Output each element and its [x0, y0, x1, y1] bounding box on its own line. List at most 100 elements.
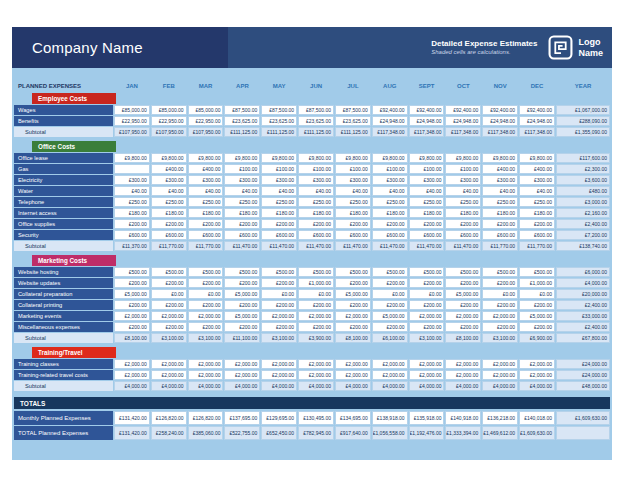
month-cell[interactable]: £117,348.00	[445, 127, 481, 137]
month-cell[interactable]: £117,348.00	[409, 127, 445, 137]
row-label[interactable]: Collateral printing	[14, 300, 113, 310]
row-label[interactable]: Subtotal	[14, 241, 113, 251]
month-header-nov[interactable]: NOV	[482, 80, 518, 91]
month-cell[interactable]: £2,000.00	[482, 311, 518, 321]
month-cell[interactable]: £40.00	[261, 186, 297, 196]
month-cell[interactable]: £92,400.00	[445, 105, 481, 115]
month-cell[interactable]: £126,820.00	[188, 411, 224, 425]
month-cell[interactable]: £200.00	[114, 278, 150, 288]
month-cell[interactable]: £2,000.00	[151, 370, 187, 380]
month-cell[interactable]: £180.00	[372, 208, 408, 218]
month-cell[interactable]: £22,950.00	[114, 116, 150, 126]
section-header-training-travel[interactable]: Training/Travel	[32, 347, 116, 358]
month-cell[interactable]: £5,000.00	[224, 289, 260, 299]
month-cell[interactable]: £600.00	[224, 230, 260, 240]
month-cell[interactable]: £111,125.00	[298, 127, 334, 137]
month-cell[interactable]: £385,060.00	[188, 426, 224, 440]
month-cell[interactable]: £200.00	[261, 322, 297, 332]
month-cell[interactable]: £200.00	[445, 322, 481, 332]
month-cell[interactable]: £200.00	[224, 219, 260, 229]
month-cell[interactable]: £200.00	[335, 300, 371, 310]
month-cell[interactable]: £200.00	[188, 322, 224, 332]
month-cell[interactable]: £5,000.00	[519, 311, 555, 321]
month-cell[interactable]: £11,770.00	[482, 241, 518, 251]
month-cell[interactable]: £2,000.00	[151, 311, 187, 321]
month-cell[interactable]: £600.00	[298, 230, 334, 240]
month-cell[interactable]: £5,000.00	[372, 311, 408, 321]
month-cell[interactable]: £9,800.00	[335, 153, 371, 163]
month-cell[interactable]: £100.00	[372, 164, 408, 174]
month-cell[interactable]: £200.00	[482, 219, 518, 229]
month-cell[interactable]: £2,000.00	[335, 359, 371, 369]
month-cell[interactable]: £400.00	[151, 164, 187, 174]
year-header[interactable]: YEAR	[556, 80, 610, 91]
month-cell[interactable]: £600.00	[335, 230, 371, 240]
month-cell[interactable]: £9,800.00	[151, 153, 187, 163]
month-cell[interactable]: £200.00	[372, 322, 408, 332]
month-cell[interactable]: £140,918.00	[445, 411, 481, 425]
month-cell[interactable]: £2,000.00	[335, 370, 371, 380]
month-cell[interactable]: £2,000.00	[114, 311, 150, 321]
month-cell[interactable]: £200.00	[151, 278, 187, 288]
month-cell[interactable]: £300.00	[519, 175, 555, 185]
month-cell[interactable]: £180.00	[409, 208, 445, 218]
month-cell[interactable]: £92,400.00	[409, 105, 445, 115]
month-cell[interactable]: £2,000.00	[372, 359, 408, 369]
month-cell[interactable]: £2,000.00	[114, 370, 150, 380]
month-cell[interactable]: £24,948.00	[409, 116, 445, 126]
month-cell[interactable]: £100.00	[298, 164, 334, 174]
month-cell[interactable]: £23,625.00	[224, 116, 260, 126]
month-cell[interactable]: £107,950.00	[114, 127, 150, 137]
month-cell[interactable]: £9,800.00	[372, 153, 408, 163]
month-cell[interactable]: £24,948.00	[372, 116, 408, 126]
year-cell[interactable]: £20,000.00	[556, 289, 610, 299]
month-cell[interactable]: £258,240.00	[151, 426, 187, 440]
month-cell[interactable]: £300.00	[335, 175, 371, 185]
month-cell[interactable]: £1,000.00	[519, 278, 555, 288]
row-label[interactable]: Training classes	[14, 359, 113, 369]
month-cell[interactable]: £92,400.00	[372, 105, 408, 115]
month-cell[interactable]: £2,000.00	[519, 359, 555, 369]
month-cell[interactable]: £250.00	[261, 197, 297, 207]
month-cell[interactable]: £250.00	[335, 197, 371, 207]
month-cell[interactable]: £23,625.00	[335, 116, 371, 126]
month-cell[interactable]: £2,000.00	[445, 370, 481, 380]
month-cell[interactable]: £3,100.00	[261, 333, 297, 343]
year-cell[interactable]: £33,000.00	[556, 311, 610, 321]
month-cell[interactable]: £11,370.00	[114, 241, 150, 251]
month-cell[interactable]: £300.00	[224, 175, 260, 185]
month-cell[interactable]: £4,000.00	[151, 381, 187, 391]
month-cell[interactable]: £200.00	[335, 219, 371, 229]
month-cell[interactable]: £9,800.00	[445, 153, 481, 163]
row-label[interactable]: Benefits	[14, 116, 113, 126]
row-label[interactable]: Marketing events	[14, 311, 113, 321]
row-label[interactable]: Security	[14, 230, 113, 240]
month-cell[interactable]: £100.00	[224, 164, 260, 174]
month-cell[interactable]: £200.00	[261, 300, 297, 310]
month-cell[interactable]: £9,800.00	[298, 153, 334, 163]
month-cell[interactable]: £782,945.00	[298, 426, 334, 440]
year-cell[interactable]: £1,067,000.00	[556, 105, 610, 115]
month-cell[interactable]: £600.00	[482, 230, 518, 240]
month-cell[interactable]: £5,000.00	[224, 311, 260, 321]
row-label[interactable]: Collateral preparation	[14, 289, 113, 299]
month-cell[interactable]: £40.00	[482, 186, 518, 196]
month-cell[interactable]: £2,000.00	[482, 359, 518, 369]
year-cell[interactable]: £2,400.00	[556, 300, 610, 310]
month-cell[interactable]: £180.00	[445, 208, 481, 218]
month-cell[interactable]: £200.00	[409, 278, 445, 288]
month-cell[interactable]: £600.00	[409, 230, 445, 240]
month-cell[interactable]: £200.00	[114, 322, 150, 332]
month-cell[interactable]: £85,000.00	[151, 105, 187, 115]
month-cell[interactable]: £250.00	[482, 197, 518, 207]
month-cell[interactable]: £85,000.00	[188, 105, 224, 115]
month-cell[interactable]: £600.00	[372, 230, 408, 240]
month-cell[interactable]: £9,800.00	[519, 153, 555, 163]
month-cell[interactable]: £11,470.00	[445, 241, 481, 251]
month-cell[interactable]: £200.00	[151, 322, 187, 332]
month-cell[interactable]: £11,100.00	[224, 333, 260, 343]
month-cell[interactable]: £500.00	[482, 267, 518, 277]
totals-header[interactable]: TOTALS	[14, 397, 610, 409]
month-cell[interactable]: £300.00	[261, 175, 297, 185]
month-cell[interactable]: £200.00	[114, 300, 150, 310]
